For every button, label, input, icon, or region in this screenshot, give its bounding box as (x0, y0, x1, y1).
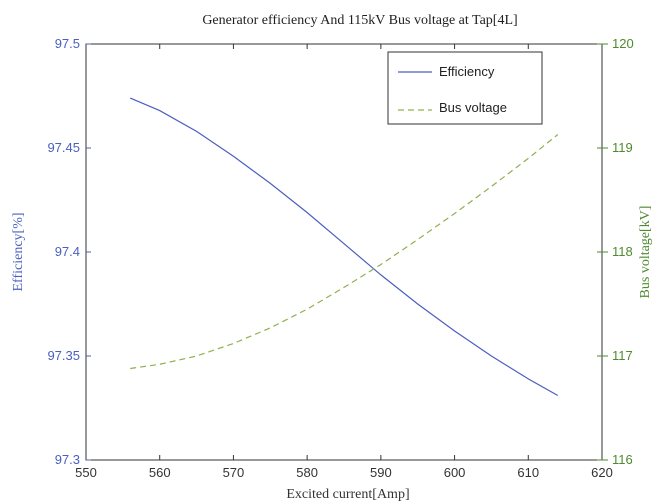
x-tick-label: 600 (444, 465, 466, 480)
x-axis-ticks: 550 560 570 580 590 600 610 620 (75, 44, 613, 480)
left-y-axis-ticks: 97.3 97.35 97.4 97.45 97.5 (47, 36, 91, 467)
series-line-bus-voltage (130, 134, 559, 370)
series-layer (129, 97, 559, 397)
legend-label-bus-voltage: Bus voltage (439, 100, 507, 115)
legend-box (387, 51, 543, 125)
series-line-efficiency (129, 97, 559, 397)
x-tick-label: 620 (591, 465, 613, 480)
left-y-tick-label: 97.35 (47, 348, 80, 363)
legend: Efficiency Bus voltage (387, 51, 543, 125)
right-y-tick-label: 119 (612, 140, 633, 155)
right-y-axis-title: Bus voltage[kV] (638, 206, 653, 299)
left-y-tick-label: 97.3 (55, 452, 80, 467)
x-tick-label: 590 (370, 465, 392, 480)
right-y-tick-label: 117 (612, 348, 633, 363)
right-y-axis-ticks: 116 117 118 119 120 (597, 36, 634, 467)
right-y-tick-label: 120 (612, 36, 634, 51)
right-y-tick-label: 118 (612, 244, 633, 259)
chart-title: Generator efficiency And 115kV Bus volta… (202, 13, 517, 28)
x-axis-title: Excited current[Amp] (286, 487, 409, 502)
x-tick-label: 610 (517, 465, 539, 480)
x-tick-label: 570 (223, 465, 245, 480)
left-y-tick-label: 97.45 (47, 140, 80, 155)
right-y-tick-label: 116 (612, 452, 633, 467)
x-tick-label: 550 (75, 465, 97, 480)
left-y-tick-label: 97.5 (55, 36, 80, 51)
legend-label-efficiency: Efficiency (439, 64, 495, 79)
left-y-axis-title: Efficiency[%] (11, 212, 26, 291)
x-tick-label: 580 (296, 465, 318, 480)
x-tick-label: 560 (149, 465, 171, 480)
left-y-tick-label: 97.4 (55, 244, 80, 259)
